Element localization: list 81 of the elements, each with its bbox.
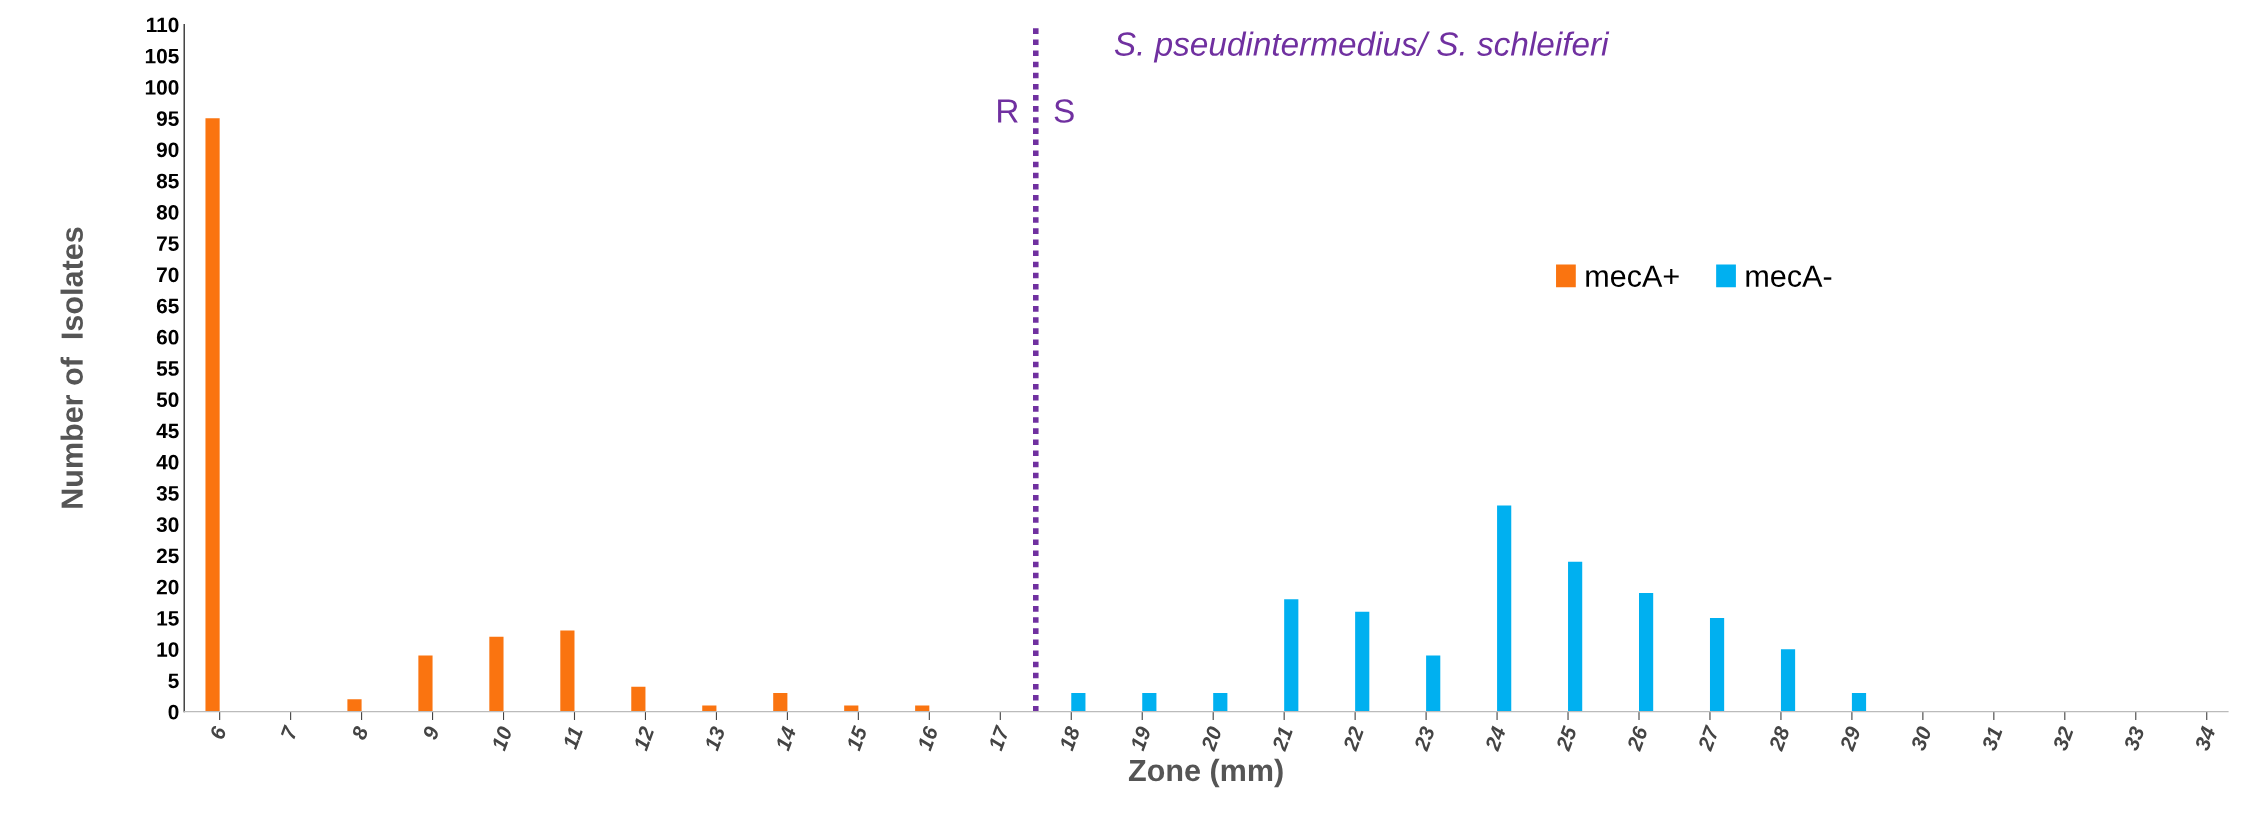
y-tick-label: 65 [156, 298, 179, 314]
x-tick-label: 32 [2052, 725, 2074, 752]
y-tick-label: 15 [157, 611, 179, 626]
x-tick-label: 7 [280, 724, 298, 740]
x-tick-label: 16 [916, 724, 939, 752]
y-tick-label: 45 [156, 423, 179, 439]
x-tick-label: 10 [491, 725, 513, 752]
bar [1780, 649, 1796, 712]
bar [631, 686, 646, 712]
bar [915, 705, 930, 712]
bar [844, 705, 859, 712]
x-tick-label: 25 [1555, 724, 1578, 753]
x-axis-title: Zone (mm) [1128, 758, 1283, 788]
bar [489, 636, 504, 712]
x-tick-label: 18 [1058, 725, 1081, 752]
bar [347, 699, 362, 712]
bar [702, 705, 717, 712]
y-tick-label: 95 [156, 111, 179, 126]
y-tick-label: 100 [145, 80, 179, 95]
bar [1071, 692, 1086, 712]
bar [205, 118, 220, 712]
x-tick-label: 14 [775, 725, 797, 752]
y-tick-label: 35 [156, 486, 179, 501]
x-tick-label: 31 [1981, 726, 2003, 752]
y-tick-label: 40 [156, 454, 179, 470]
bar [1284, 599, 1299, 712]
bar [1709, 617, 1725, 712]
annotation: R [998, 99, 1018, 123]
y-tick-label: 55 [156, 361, 179, 376]
x-tick-label: 21 [1271, 726, 1293, 753]
y-tick-label: 110 [147, 17, 179, 33]
x-tick-label: 34 [2194, 725, 2216, 752]
x-tick-label: 8 [351, 725, 369, 741]
bar [1426, 655, 1441, 712]
y-tick-label: 50 [156, 392, 179, 408]
x-tick-label: 19 [1129, 725, 1152, 752]
y-tick-label: 85 [156, 173, 179, 189]
y-tick-label: 20 [156, 579, 179, 595]
y-tick-label: 5 [168, 673, 179, 689]
x-tick-label: 30 [1910, 725, 1933, 752]
y-tick-label: 60 [156, 329, 179, 345]
y-tick-label: 90 [156, 142, 179, 158]
x-tick-label: 9 [422, 725, 440, 741]
bar [773, 692, 788, 712]
x-tick-label: 12 [633, 725, 655, 752]
x-tick-label: 22 [1342, 725, 1365, 753]
annotation: S [1054, 99, 1074, 123]
y-tick-label: 75 [157, 236, 179, 251]
bar [1851, 692, 1867, 712]
x-tick-label: 33 [2123, 725, 2145, 752]
bar [1568, 561, 1583, 712]
y-axis-title: Number of Isolates [60, 227, 83, 508]
y-tick-label: 0 [168, 704, 179, 720]
bar [418, 655, 433, 712]
x-tick-label: 13 [703, 725, 726, 752]
x-tick-label: 27 [1697, 724, 1720, 753]
bar [1355, 611, 1370, 712]
bar [560, 630, 575, 712]
y-tick-label: 70 [157, 267, 179, 283]
bar [1213, 692, 1228, 712]
x-tick-label: 11 [562, 726, 583, 751]
x-tick-label: 24 [1484, 725, 1506, 753]
x-tick-label: 23 [1413, 725, 1436, 753]
ref-line-label: S. pseudintermedius/ S. schleiferi [1114, 31, 1610, 63]
legend-label: mecA+ [1586, 265, 1679, 287]
y-tick-label: 105 [145, 48, 179, 64]
legend-label: mecA- [1746, 265, 1832, 287]
bar [1639, 592, 1654, 712]
x-tick-label: 26 [1626, 724, 1649, 753]
x-tick-label: 20 [1200, 725, 1223, 753]
bar [1497, 505, 1512, 712]
y-tick-label: 25 [156, 548, 179, 564]
x-tick-label: 15 [846, 724, 868, 752]
x-tick-label: 28 [1768, 725, 1791, 753]
y-tick-label: 10 [157, 642, 179, 657]
bar [1142, 692, 1157, 712]
x-tick-label: 29 [1839, 725, 1862, 753]
y-tick-label: 80 [156, 204, 179, 220]
y-tick-label: 30 [156, 517, 179, 533]
x-tick-label: 6 [209, 724, 227, 741]
x-tick-label: 17 [988, 724, 1010, 752]
